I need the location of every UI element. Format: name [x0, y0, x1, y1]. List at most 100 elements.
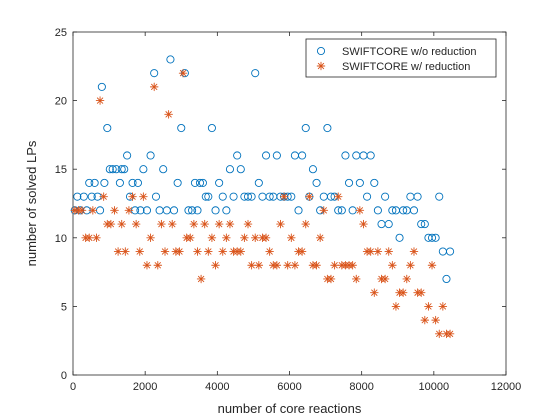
data-point-asterisk — [161, 248, 169, 256]
data-point-asterisk — [168, 220, 176, 228]
data-point-asterisk — [291, 261, 299, 269]
data-point-asterisk — [403, 275, 411, 283]
data-point-asterisk — [288, 234, 296, 242]
data-point-asterisk — [266, 248, 274, 256]
data-point-asterisk — [136, 248, 144, 256]
data-point-asterisk — [327, 275, 335, 283]
data-point-asterisk — [367, 248, 375, 256]
x-tick-label: 12000 — [491, 381, 522, 393]
data-point-asterisk — [439, 303, 447, 311]
data-point-asterisk — [226, 220, 234, 228]
data-point-asterisk — [143, 261, 151, 269]
legend-marker-asterisk — [317, 62, 325, 70]
data-point-asterisk — [219, 248, 227, 256]
y-tick-label: 25 — [55, 27, 67, 39]
data-point-asterisk — [385, 248, 393, 256]
data-point-asterisk — [215, 220, 223, 228]
data-point-asterisk — [356, 207, 364, 215]
data-point-asterisk — [241, 234, 249, 242]
data-point-asterisk — [201, 220, 209, 228]
data-point-asterisk — [392, 303, 400, 311]
data-point-asterisk — [313, 261, 321, 269]
data-point-asterisk — [446, 330, 454, 338]
data-point-asterisk — [432, 316, 440, 324]
data-point-asterisk — [262, 234, 270, 242]
data-point-asterisk — [316, 234, 324, 242]
data-point-asterisk — [331, 261, 339, 269]
data-point-asterisk — [360, 220, 368, 228]
data-point-asterisk — [147, 234, 155, 242]
data-point-asterisk — [352, 275, 360, 283]
data-point-asterisk — [186, 234, 194, 242]
y-tick-label: 10 — [55, 233, 67, 245]
data-point-asterisk — [374, 248, 382, 256]
data-point-asterisk — [89, 207, 97, 215]
x-tick-label: 4000 — [205, 381, 229, 393]
x-tick-label: 8000 — [349, 381, 373, 393]
y-tick-label: 5 — [61, 301, 67, 313]
data-point-asterisk — [428, 261, 436, 269]
data-point-asterisk — [237, 248, 245, 256]
data-point-asterisk — [140, 193, 148, 201]
data-point-asterisk — [277, 220, 285, 228]
axes-box — [73, 32, 506, 375]
y-tick-label: 20 — [55, 96, 67, 108]
data-point-asterisk — [165, 111, 173, 119]
data-point-asterisk — [129, 193, 137, 201]
data-point-asterisk — [407, 261, 415, 269]
data-point-asterisk — [248, 261, 256, 269]
data-point-asterisk — [399, 289, 407, 297]
x-tick-label: 0 — [70, 381, 76, 393]
data-point-asterisk — [78, 207, 86, 215]
data-point-asterisk — [410, 248, 418, 256]
legend-asterisk-icon — [317, 62, 325, 70]
data-point-asterisk — [125, 207, 133, 215]
data-point-asterisk — [306, 193, 314, 201]
y-tick-label: 15 — [55, 164, 67, 176]
y-tick-label: 0 — [61, 370, 67, 382]
plot-area — [73, 32, 506, 375]
data-point-asterisk — [370, 289, 378, 297]
legend-entry-without-reduction: SWIFTCORE w/o reduction — [342, 46, 476, 58]
data-point-asterisk — [197, 275, 205, 283]
data-point-asterisk — [150, 83, 158, 91]
x-tick-label: 6000 — [277, 381, 301, 393]
data-point-asterisk — [244, 220, 252, 228]
data-point-asterisk — [132, 220, 140, 228]
data-point-asterisk — [179, 69, 187, 77]
data-point-asterisk — [320, 207, 328, 215]
data-point-asterisk — [334, 193, 342, 201]
data-point-asterisk — [421, 316, 429, 324]
data-point-asterisk — [251, 234, 259, 242]
data-point-asterisk — [122, 248, 130, 256]
data-point-asterisk — [212, 261, 220, 269]
data-point-asterisk — [302, 220, 310, 228]
data-point-asterisk — [154, 261, 162, 269]
x-tick-label: 10000 — [419, 381, 450, 393]
data-point-asterisk — [176, 248, 184, 256]
data-point-asterisk — [190, 220, 198, 228]
data-point-asterisk — [208, 234, 216, 242]
data-point-asterisk — [273, 261, 281, 269]
data-point-asterisk — [284, 261, 292, 269]
data-point-asterisk — [194, 248, 202, 256]
data-point-asterisk — [118, 220, 126, 228]
data-point-asterisk — [111, 207, 119, 215]
data-point-asterisk — [417, 289, 425, 297]
data-point-asterisk — [435, 330, 443, 338]
data-point-asterisk — [381, 275, 389, 283]
data-point-asterisk — [255, 261, 263, 269]
legend: SWIFTCORE w/o reduction SWIFTCORE w/ red… — [306, 39, 496, 77]
data-point-asterisk — [389, 261, 397, 269]
data-point-asterisk — [107, 220, 115, 228]
data-point-asterisk — [158, 220, 166, 228]
data-point-asterisk — [205, 248, 213, 256]
data-point-asterisk — [223, 234, 231, 242]
x-axis-label: number of core reactions — [218, 401, 362, 416]
data-point-asterisk — [96, 97, 104, 105]
data-point-asterisk — [100, 193, 108, 201]
data-point-asterisk — [114, 248, 122, 256]
legend-entry-with-reduction: SWIFTCORE w/ reduction — [342, 61, 470, 73]
data-point-asterisk — [280, 193, 288, 201]
